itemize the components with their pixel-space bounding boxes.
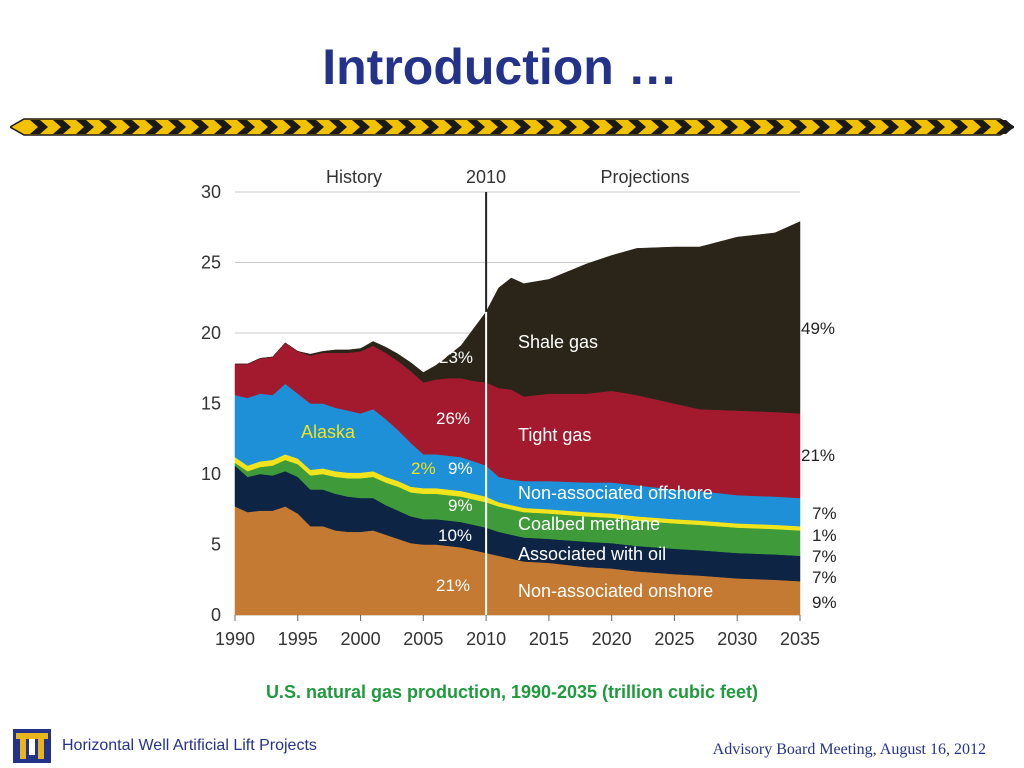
history-label: History [326, 167, 382, 187]
x-tick-label: 2005 [403, 629, 443, 649]
share-2035-shale: 49% [801, 319, 835, 338]
chart-caption: U.S. natural gas production, 1990-2035 (… [265, 682, 759, 702]
shale-gas-label: Shale gas [518, 332, 598, 352]
share-2035-coalbed: 7% [812, 547, 837, 566]
projections-label: Projections [600, 167, 689, 187]
x-tick-label: 1990 [215, 629, 255, 649]
x-tick-label: 2000 [341, 629, 381, 649]
x-tick-label: 2030 [717, 629, 757, 649]
coalbed-label: Coalbed methane [518, 514, 660, 534]
associated-oil-label: Associated with oil [518, 544, 666, 564]
y-tick-label: 20 [201, 323, 221, 343]
share-2035-onshore: 9% [812, 593, 837, 612]
x-tick-label: 2035 [780, 629, 820, 649]
x-tick-label: 2010 [466, 629, 506, 649]
share-2010-tight: 26% [436, 409, 470, 428]
offshore-label: Non-associated offshore [518, 483, 713, 503]
share-2010-coalbed: 9% [448, 496, 473, 515]
y-tick-label: 5 [211, 535, 221, 555]
area-shale-gas [235, 221, 801, 414]
alaska-label: Alaska [301, 422, 356, 442]
y-tick-label: 15 [201, 394, 221, 414]
university-logo-icon [13, 729, 51, 763]
share-2035-alaska: 1% [812, 526, 837, 545]
share-2010-alaska: 2% [411, 459, 436, 478]
y-tick-label: 25 [201, 253, 221, 273]
footer-project-name: Horizontal Well Artificial Lift Projects [62, 737, 317, 754]
x-tick-label: 2025 [654, 629, 694, 649]
share-2010-onshore: 21% [436, 576, 470, 595]
onshore-label: Non-associated onshore [518, 581, 713, 601]
x-tick-label: 1995 [278, 629, 318, 649]
y-tick-label: 10 [201, 464, 221, 484]
share-2010-shale: 23% [439, 348, 473, 367]
tight-gas-label: Tight gas [518, 425, 591, 445]
slide-title: Introduction … [322, 39, 678, 95]
share-2035-offshore: 7% [812, 504, 837, 523]
share-2010-associated: 10% [438, 526, 472, 545]
y-tick-label: 30 [201, 182, 221, 202]
y-tick-label: 0 [211, 605, 221, 625]
share-2035-associated: 7% [812, 568, 837, 587]
x-tick-label: 2020 [592, 629, 632, 649]
share-2035-tight: 21% [801, 446, 835, 465]
striped-divider-icon [10, 118, 1014, 136]
year-2010-label: 2010 [466, 167, 506, 187]
x-tick-label: 2015 [529, 629, 569, 649]
footer-meeting-info: Advisory Board Meeting, August 16, 2012 [712, 741, 986, 758]
share-2010-offshore: 9% [448, 459, 473, 478]
